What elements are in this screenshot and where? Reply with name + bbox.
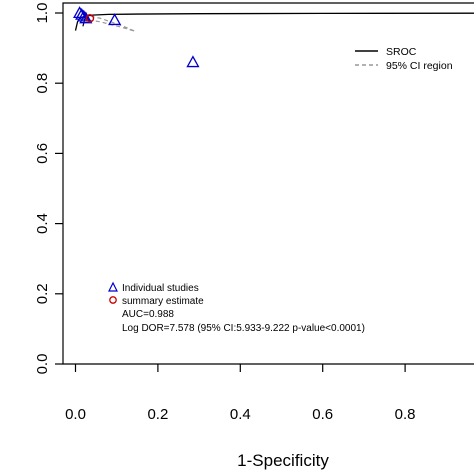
x-tick-label: 0.0 xyxy=(65,406,86,423)
points-layer xyxy=(73,6,200,68)
y-tick-label: 0.4 xyxy=(34,213,51,234)
axes xyxy=(62,2,474,365)
legend-top: SROC 95% CI region xyxy=(355,46,453,72)
study-point xyxy=(79,11,93,24)
study-point xyxy=(186,55,200,68)
y-tick-label: 1.0 xyxy=(34,3,51,24)
y-tick-label: 0.6 xyxy=(34,143,51,164)
legend-ci-label: 95% CI region xyxy=(386,60,453,72)
y-tick-label: 0.8 xyxy=(34,73,51,94)
legend-sroc-label: SROC xyxy=(386,46,417,58)
sroc-curve-layer xyxy=(74,12,474,31)
x-axis-label: 1-Specificity xyxy=(237,451,329,470)
x-tick-label: 0.6 xyxy=(312,406,333,423)
legend-summary-label: summary estimate xyxy=(122,296,204,307)
x-tick-label: 0.2 xyxy=(147,406,168,423)
x-tick-label: 0.4 xyxy=(230,406,251,423)
summary-point xyxy=(85,13,95,23)
y-tick-label: 0.2 xyxy=(34,283,51,304)
x-axis-ticks: 0.0 0.2 0.4 0.6 0.8 xyxy=(65,364,416,423)
study-point xyxy=(108,13,122,26)
log-dor-text: Log DOR=7.578 (95% CI:5.933-9.222 p-valu… xyxy=(122,323,365,334)
sroc-curve xyxy=(74,12,474,31)
legend-summary-marker xyxy=(109,296,117,304)
y-axis-ticks: 0.0 0.2 0.4 0.6 0.8 1.0 xyxy=(34,3,63,375)
legend-individual-studies-label: Individual studies xyxy=(122,283,199,294)
legend-triangle-marker xyxy=(108,281,118,292)
y-tick-label: 0.0 xyxy=(34,354,51,375)
auc-text: AUC=0.988 xyxy=(122,309,174,320)
x-tick-label: 0.8 xyxy=(395,406,416,423)
legend-bottom: Individual studies summary estimate AUC=… xyxy=(108,281,365,334)
plot-frame xyxy=(62,2,474,365)
